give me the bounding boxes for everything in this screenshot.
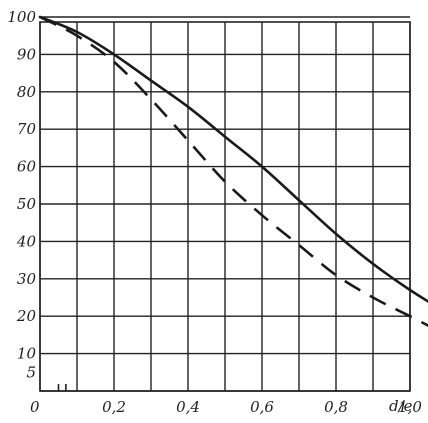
chart-minor-ticks bbox=[57, 384, 67, 391]
series-line-dashed bbox=[39, 15, 428, 327]
y-tick-label: 90 bbox=[17, 45, 37, 63]
plot-frame bbox=[39, 21, 411, 392]
x-tick-label: 0 bbox=[30, 398, 40, 416]
y-tick-label: 10 bbox=[17, 345, 37, 363]
y-tick-label: 80 bbox=[17, 83, 37, 101]
x-tick-labels: 00,20,40,60,81,01,21,41,61,8 bbox=[30, 398, 422, 416]
y-tick-label: 5 bbox=[26, 363, 36, 381]
y-tick-label: 100 bbox=[7, 8, 36, 26]
series-line-solid bbox=[38, 15, 428, 303]
x-tick-label: 0,8 bbox=[324, 398, 348, 416]
y-tick-labels: 100 90 80 70 60 50 40 30 20 105 bbox=[7, 8, 36, 381]
x-tick-label: 1,0 bbox=[398, 398, 422, 416]
x-tick-label: 0,6 bbox=[250, 398, 274, 416]
chart-series-layer bbox=[38, 15, 428, 327]
y-tick-label: 30 bbox=[17, 270, 37, 288]
x-tick-label: 0,2 bbox=[102, 398, 126, 416]
y-tick-label: 70 bbox=[17, 120, 37, 138]
x-axis-label: d/e bbox=[389, 397, 413, 415]
y-tick-label: 20 bbox=[16, 307, 37, 325]
y-tick-label: 60 bbox=[17, 158, 37, 176]
chart-grid bbox=[39, 16, 411, 392]
y-tick-label: 50 bbox=[17, 195, 37, 213]
x-tick-label: 0,4 bbox=[176, 398, 200, 416]
y-tick-label: 40 bbox=[16, 232, 37, 250]
